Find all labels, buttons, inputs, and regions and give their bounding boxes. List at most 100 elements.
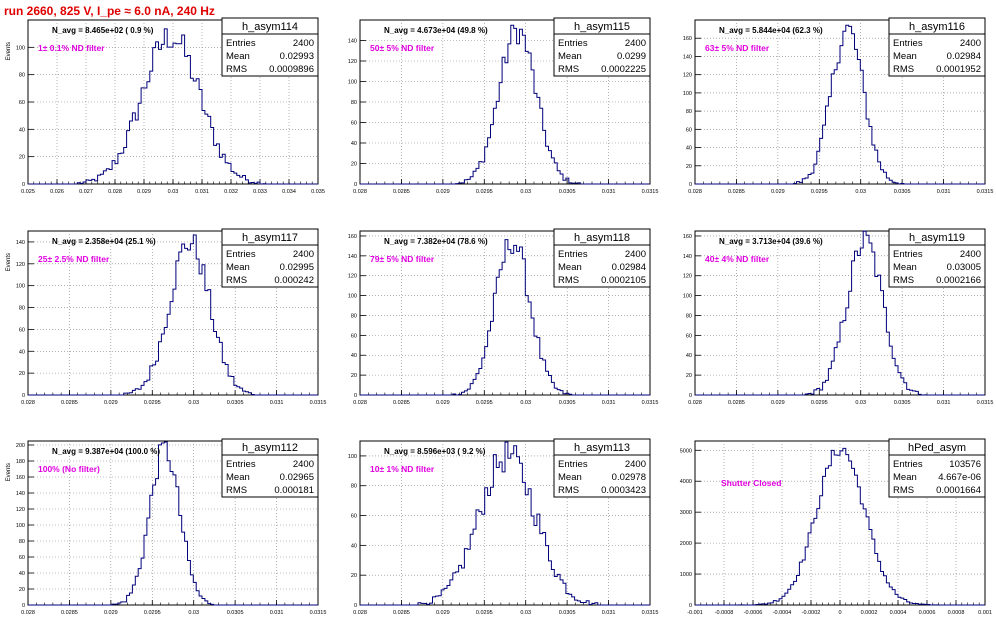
- x-tick-label: 0.0295: [811, 189, 828, 195]
- stats-value: 0.0002105: [601, 275, 646, 286]
- filter-annotation: 25± 2.5% ND filter: [38, 254, 110, 264]
- stats-box: [553, 17, 651, 77]
- histogram-series: [695, 24, 985, 185]
- x-tick-label: 0: [838, 610, 841, 616]
- navg-label: N_avg = 2.358e+04 (25.1 %): [52, 237, 156, 246]
- y-tick-label: 80: [19, 73, 25, 79]
- x-tick-label: 0.0295: [476, 400, 493, 406]
- panel-h_asym113: 0.028 0.0285 0.029 0.0295 0.03 0.0305 0.031 0.0…: [348, 438, 659, 616]
- y-tick-label: 20: [686, 373, 692, 379]
- panel-h_asym114: 0.025 0.026 0.027 0.028 0.029 0.03 0.031 0.032 0…: [6, 17, 325, 195]
- x-tick-label: 0.0295: [144, 400, 161, 406]
- stats-box: [553, 228, 651, 288]
- y-tick-label: 3000: [680, 510, 692, 516]
- panel-h_asym112: 0.028 0.0285 0.029 0.0295 0.03 0.0305 0.031 0.0…: [6, 438, 327, 616]
- x-tick-label: 0.03: [855, 400, 866, 406]
- x-tick-label: 0.03: [520, 189, 531, 195]
- navg-label: N_avg = 7.382e+04 (78.6 %): [384, 237, 488, 246]
- x-tick-label: -0.0006: [744, 610, 763, 616]
- filter-annotation: 10± 1% ND filter: [370, 464, 435, 474]
- stats-value: 2400: [960, 38, 981, 49]
- x-tick-label: 0.0315: [642, 610, 659, 616]
- y-tick-label: 180: [16, 459, 25, 465]
- panel-h_asym116: 0.028 0.0285 0.029 0.0295 0.03 0.0305 0.031 0.0…: [683, 17, 993, 195]
- stats-value: 2400: [293, 459, 314, 470]
- x-tick-label: 0.03: [188, 610, 199, 616]
- histogram-series: [360, 24, 650, 185]
- stats-value: 0.02978: [612, 472, 646, 483]
- x-tick-label: 0.026: [50, 189, 64, 195]
- x-tick-label: 0.0285: [393, 189, 410, 195]
- stats-value: 0.02995: [280, 262, 314, 273]
- histogram-name: h_asym114: [242, 21, 298, 33]
- navg-label: N_avg = 5.844e+04 (62.3 %): [719, 26, 823, 35]
- histogram-name: h_asym118: [574, 232, 630, 244]
- stats-label: RMS: [893, 64, 914, 75]
- x-tick-label: -0.001: [687, 610, 703, 616]
- y-tick-label: 0: [22, 182, 25, 188]
- x-tick-label: 0.0305: [227, 610, 244, 616]
- y-tick-label: 160: [683, 36, 692, 42]
- x-tick-label: 0.029: [771, 189, 785, 195]
- x-tick-label: 0.029: [771, 400, 785, 406]
- y-tick-label: 20: [351, 162, 357, 168]
- y-axis-title: Events: [6, 42, 12, 60]
- stats-value: 0.03005: [947, 262, 981, 273]
- x-tick-label: 0.0285: [393, 400, 410, 406]
- y-tick-label: 140: [683, 254, 692, 260]
- y-tick-label: 60: [19, 327, 25, 333]
- stats-label: Entries: [226, 249, 256, 260]
- y-tick-label: 160: [683, 234, 692, 240]
- x-tick-label: 0.0305: [894, 189, 911, 195]
- y-tick-label: 5000: [680, 448, 692, 454]
- stats-label: Entries: [893, 459, 923, 470]
- y-tick-label: 100: [348, 294, 357, 300]
- y-tick-label: 160: [348, 234, 357, 240]
- x-tick-label: 0.0315: [310, 610, 327, 616]
- y-tick-label: 80: [686, 313, 692, 319]
- y-tick-label: 140: [348, 254, 357, 260]
- x-tick-label: 0.034: [282, 189, 296, 195]
- y-tick-label: 140: [683, 54, 692, 60]
- stats-value: 2400: [293, 249, 314, 260]
- x-tick-label: 0.031: [602, 189, 616, 195]
- panel-h_asym115: 0.028 0.0285 0.029 0.0295 0.03 0.0305 0.031 0.0…: [348, 17, 659, 195]
- stats-value: 4.667e-06: [938, 472, 981, 483]
- y-tick-label: 120: [683, 274, 692, 280]
- y-tick-label: 40: [351, 543, 357, 549]
- y-tick-label: 120: [348, 274, 357, 280]
- x-tick-label: 0.028: [21, 400, 35, 406]
- y-axis-title: Events: [6, 253, 12, 271]
- stats-label: RMS: [226, 64, 247, 75]
- y-tick-label: 40: [19, 127, 25, 133]
- x-tick-label: 0.031: [937, 400, 951, 406]
- histogram-series: [695, 447, 985, 606]
- stats-label: Mean: [226, 472, 250, 483]
- stats-label: Mean: [893, 51, 917, 62]
- panel-h_asym117: 0.028 0.0285 0.029 0.0295 0.03 0.0305 0.031 0.0…: [6, 228, 326, 406]
- stats-box: [553, 438, 651, 498]
- x-tick-label: 0.0295: [811, 400, 828, 406]
- stats-label: RMS: [893, 275, 914, 286]
- histogram-series: [360, 239, 650, 396]
- stats-label: Mean: [226, 51, 250, 62]
- x-tick-label: 0.03: [520, 400, 531, 406]
- stats-value: 0.000242: [274, 275, 314, 286]
- x-tick-label: 0.0315: [642, 400, 659, 406]
- x-tick-label: 0.031: [602, 610, 616, 616]
- stats-label: Entries: [226, 38, 256, 49]
- y-tick-label: 60: [351, 333, 357, 339]
- y-tick-label: 120: [348, 59, 357, 65]
- y-tick-label: 20: [351, 373, 357, 379]
- stats-label: Mean: [893, 472, 917, 483]
- y-tick-label: 0: [22, 603, 25, 609]
- panel-h_asym118: 0.028 0.0285 0.029 0.0295 0.03 0.0305 0.031 0.0…: [348, 228, 659, 406]
- y-tick-label: 140: [16, 491, 25, 497]
- histogram-series: [28, 234, 318, 396]
- page-title: run 2660, 825 V, I_pe ≈ 6.0 nA, 240 Hz: [4, 4, 215, 18]
- x-tick-label: 0.0315: [642, 189, 659, 195]
- x-tick-label: 0.031: [602, 400, 616, 406]
- x-tick-label: 0.0295: [476, 610, 493, 616]
- y-tick-label: 20: [351, 573, 357, 579]
- stats-label: RMS: [893, 485, 914, 496]
